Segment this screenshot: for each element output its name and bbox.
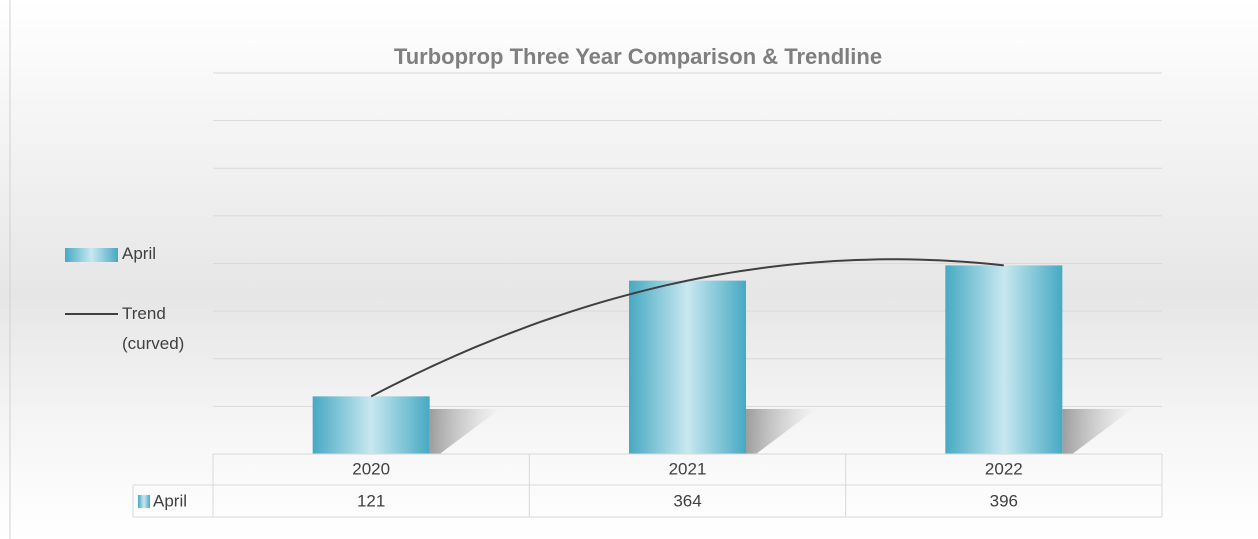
bar xyxy=(945,265,1063,454)
bar xyxy=(312,396,430,454)
table-value: 121 xyxy=(357,491,385,510)
bar-shadow xyxy=(1062,409,1133,454)
bar-shadow xyxy=(429,409,500,454)
table-swatch xyxy=(138,495,150,508)
legend-trend-label: Trend (curved) xyxy=(122,304,185,353)
table-value: 396 xyxy=(990,491,1018,510)
x-tick-label: 2021 xyxy=(669,459,707,478)
x-tick-label: 2020 xyxy=(352,459,390,478)
legend-swatch xyxy=(65,248,118,262)
bar xyxy=(629,280,746,454)
x-tick-label: 2022 xyxy=(985,459,1023,478)
table-series-label: April xyxy=(153,491,187,510)
chart-title: Turboprop Three Year Comparison & Trendl… xyxy=(394,44,882,69)
trendline xyxy=(370,258,1004,398)
table-value: 364 xyxy=(673,491,701,510)
bar-shadow xyxy=(746,409,816,454)
legend-bar-label: April xyxy=(122,244,157,263)
